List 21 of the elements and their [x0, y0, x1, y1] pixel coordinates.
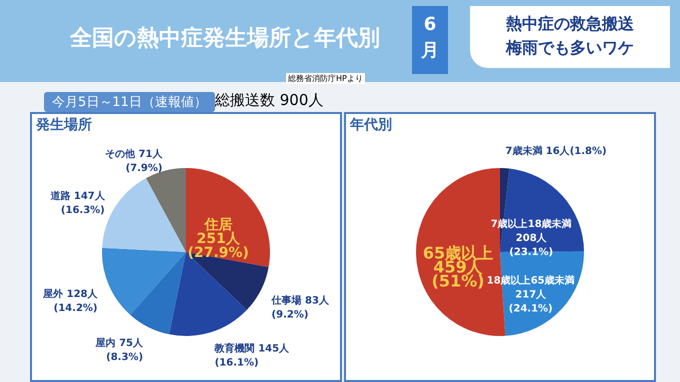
slice-label: その他 71人 (7.9%) [105, 148, 164, 174]
text: 総搬送数 900人 [215, 91, 324, 110]
chart-subtitle: 発生場所 [35, 117, 92, 133]
pie-slice [130, 252, 186, 334]
slice-label: 道路 147人 (16.3%) [49, 190, 106, 216]
data-label: 217人 (24.1%) [508, 288, 553, 315]
data-label: 208人 (23.1%) [509, 232, 554, 258]
chart-subtitle: 年代別 [349, 117, 392, 133]
slice-label: 住居 [203, 217, 232, 234]
slice-label: 仕事場 83人 (9.2%) [270, 294, 330, 321]
text: 6月 [412, 6, 448, 74]
slice-label: 7歳未満 16人(1.8%) [505, 145, 607, 158]
pie-slice [102, 248, 186, 315]
text: 総務省消防庁HPより [286, 73, 365, 84]
slice-label: 屋外 128人 (14.2%) [42, 288, 98, 314]
slice-label: 屋内 75人 (8.3%) [94, 336, 144, 363]
text: 熱中症の救急搬送梅雨でも多いワケ [504, 13, 635, 59]
text: 今月5日～11日（速報値） [44, 92, 215, 112]
chart-title: 全国の熱中症発生場所と年代別 [70, 25, 380, 53]
data-label: 251人 (27.9%) [188, 231, 249, 262]
slice-label: 教育機関 145人 (16.1%) [214, 342, 290, 369]
